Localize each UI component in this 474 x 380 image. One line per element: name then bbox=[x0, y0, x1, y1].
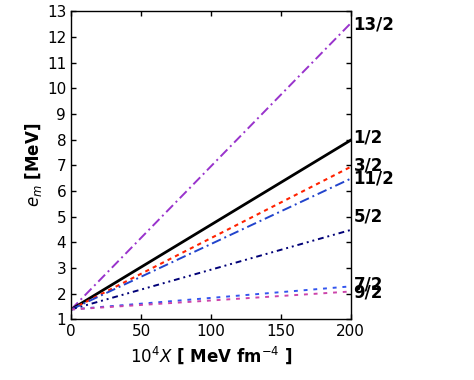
Y-axis label: $e_m$ [MeV]: $e_m$ [MeV] bbox=[23, 123, 44, 207]
X-axis label: $10^4X$ [ MeV fm$^{-4}$ ]: $10^4X$ [ MeV fm$^{-4}$ ] bbox=[130, 345, 292, 366]
Text: 5/2: 5/2 bbox=[354, 207, 383, 226]
Text: 9/2: 9/2 bbox=[354, 283, 383, 301]
Text: 7/2: 7/2 bbox=[354, 276, 383, 294]
Text: 11/2: 11/2 bbox=[354, 169, 394, 187]
Text: 13/2: 13/2 bbox=[354, 15, 394, 33]
Text: 3/2: 3/2 bbox=[354, 156, 383, 174]
Text: 1/2: 1/2 bbox=[354, 128, 383, 146]
